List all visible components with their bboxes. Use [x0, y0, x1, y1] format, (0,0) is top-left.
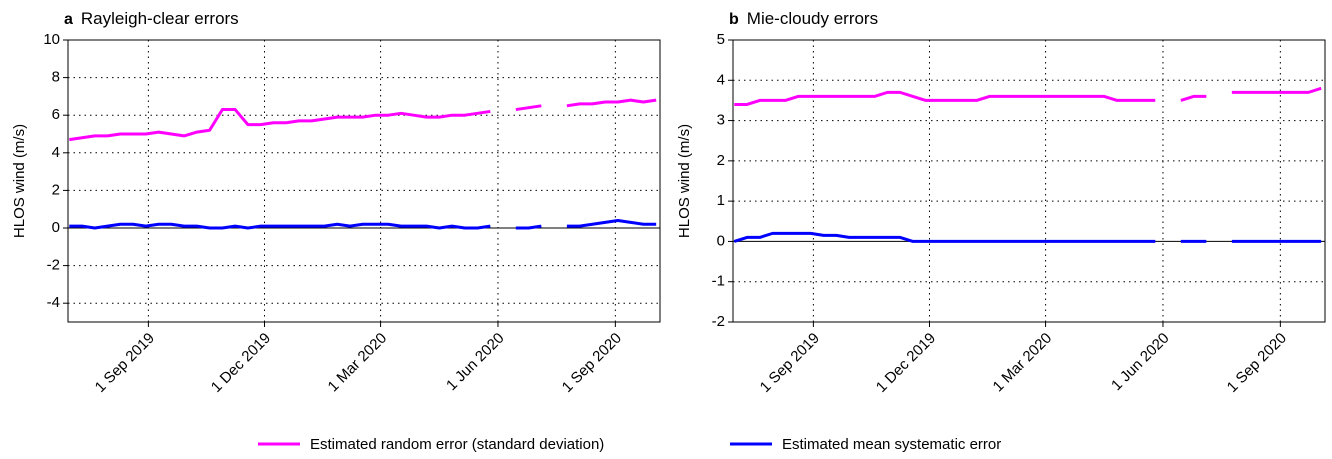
y-tick-label: 8	[52, 69, 60, 86]
x-tick-label: 1 Dec 2019	[873, 330, 939, 396]
legend-label: Estimated mean systematic error	[782, 436, 1001, 453]
y-tick-label: 4	[52, 144, 60, 161]
y-tick-label: 1	[717, 192, 725, 209]
x-tick-label: 1 Sep 2019	[92, 330, 158, 396]
y-tick-label: -2	[47, 257, 60, 274]
y-tick-label: 2	[52, 181, 60, 198]
y-tick-label: 10	[43, 31, 60, 48]
x-tick-label: 1 Dec 2019	[208, 330, 274, 396]
x-tick-label: 1 Mar 2020	[325, 330, 391, 396]
y-tick-label: 3	[717, 112, 725, 129]
y-tick-label: 2	[717, 152, 725, 169]
title-text: Mie-cloudy errors	[747, 9, 878, 28]
panel-title: b Mie-cloudy errors	[729, 9, 878, 28]
panel-label: b	[729, 11, 739, 28]
x-tick-label: 1 Mar 2020	[990, 330, 1056, 396]
x-tick-label: 1 Sep 2019	[757, 330, 823, 396]
y-tick-label: -2	[712, 313, 725, 330]
x-tick-label: 1 Sep 2020	[559, 330, 625, 396]
legend-label: Estimated random error (standard deviati…	[310, 436, 604, 453]
plot-frame	[732, 39, 1326, 323]
y-tick-label: 6	[52, 106, 60, 123]
series-line	[733, 231, 1322, 243]
y-tick-label: 4	[717, 71, 725, 88]
y-tick-label: 0	[717, 232, 725, 249]
y-tick-label: 5	[717, 31, 725, 48]
panel-label: a	[64, 11, 73, 28]
series-line	[69, 218, 657, 230]
y-tick-label: -4	[47, 294, 60, 311]
x-tick-label: 1 Jun 2020	[443, 330, 508, 395]
panel-title: a Rayleigh-clear errors	[64, 9, 239, 28]
x-tick-label: 1 Sep 2020	[1224, 330, 1290, 396]
y-axis-label: HLOS wind (m/s)	[11, 124, 28, 238]
y-axis-label: HLOS wind (m/s)	[676, 124, 693, 238]
title-text: Rayleigh-clear errors	[81, 9, 239, 28]
plot-frame	[67, 39, 661, 323]
series-line	[734, 86, 1322, 106]
y-tick-label: -1	[712, 273, 725, 290]
y-tick-label: 0	[52, 219, 60, 236]
series-line	[69, 98, 657, 142]
x-tick-label: 1 Jun 2020	[1108, 330, 1173, 395]
